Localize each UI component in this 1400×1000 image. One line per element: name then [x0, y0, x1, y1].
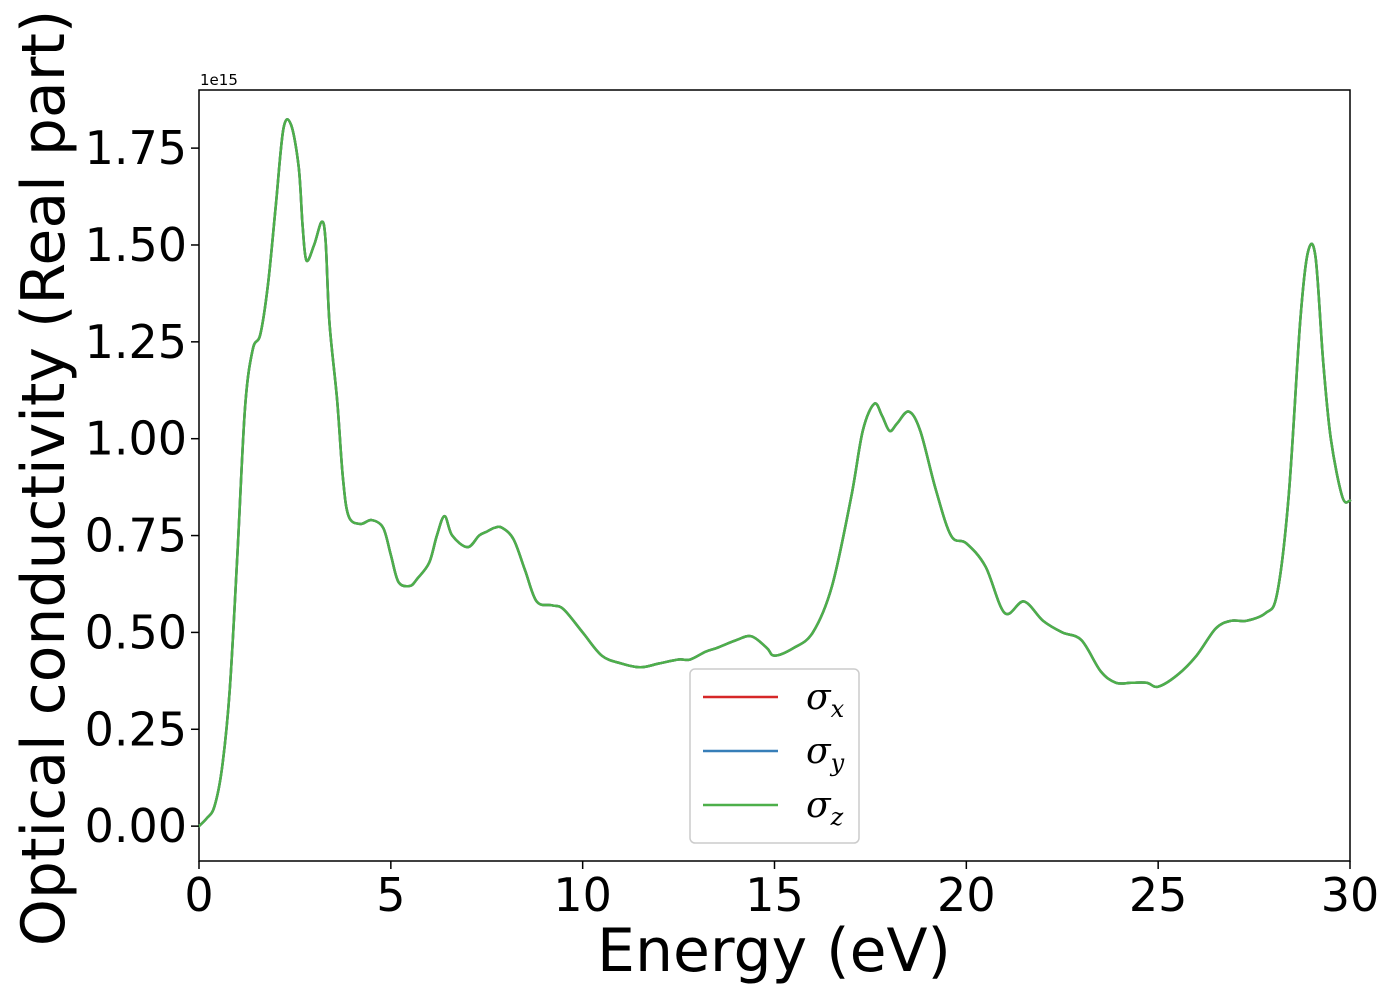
y-offset-label: 1e15: [200, 71, 238, 89]
legend-label-subscript: z: [830, 803, 844, 831]
y-tick-label: 0.75: [85, 509, 187, 563]
y-tick-label: 1.25: [85, 315, 187, 369]
x-tick-label: 20: [937, 868, 996, 922]
legend-label-subscript: y: [830, 749, 845, 777]
legend-label-base: σ: [806, 677, 832, 718]
legend-label: σx: [806, 677, 845, 723]
legend-label: σy: [806, 731, 845, 777]
x-tick-label: 5: [376, 868, 405, 922]
legend-label-subscript: x: [831, 695, 845, 723]
y-tick-label: 1.75: [85, 121, 187, 175]
legend-frame: [689, 668, 860, 844]
y-tick-label: 1.50: [85, 218, 187, 272]
legend-label-base: σ: [806, 785, 832, 826]
x-tick-label: 30: [1321, 868, 1380, 922]
series-line-sigma-z: [197, 118, 1352, 828]
y-tick-label: 0.25: [85, 702, 187, 756]
x-tick-label: 10: [553, 868, 612, 922]
y-tick-label: 0.50: [85, 605, 187, 659]
x-axis-ticks: 0 5 10 15 20 25 30: [184, 861, 1379, 922]
series-layer: [197, 118, 1352, 828]
x-axis-label: Energy (eV): [597, 916, 951, 986]
x-tick-label: 0: [184, 868, 213, 922]
y-tick-label: 0.00: [85, 799, 187, 853]
y-axis-label: Optical conductivity (Real part): [9, 10, 79, 947]
x-tick-label: 15: [745, 868, 804, 922]
y-tick-label: 1.00: [85, 412, 187, 466]
y-axis-ticks: 0.00 0.25 0.50 0.75 1.00 1.25 1.50 1.75: [85, 121, 199, 853]
legend-label: σz: [806, 785, 844, 831]
x-tick-label: 25: [1129, 868, 1188, 922]
legend-label-base: σ: [806, 731, 832, 772]
